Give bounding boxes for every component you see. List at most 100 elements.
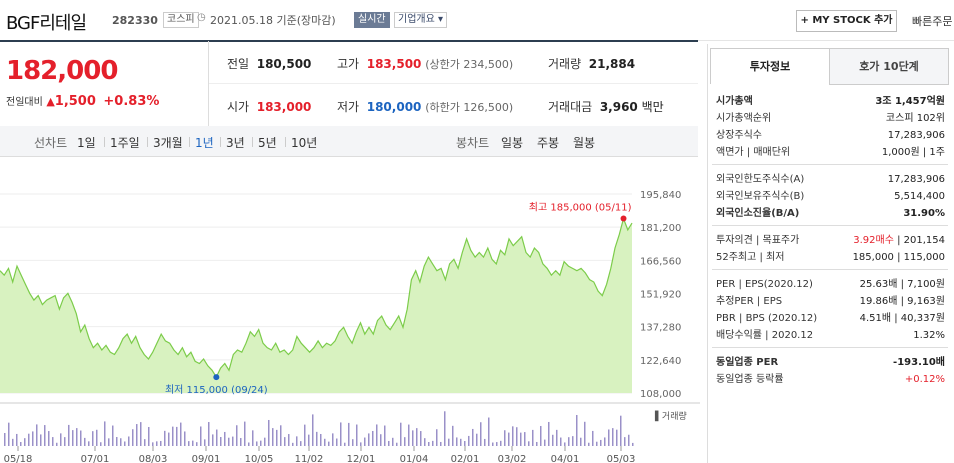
volume-bar <box>336 438 338 446</box>
volume-bar <box>464 440 466 446</box>
tab-orderbook[interactable]: 호가 10단계 <box>829 48 949 85</box>
volume-bar <box>628 434 630 446</box>
volume-bar <box>168 432 170 446</box>
volume-bar <box>268 419 270 446</box>
volume-bar <box>396 442 398 446</box>
volume-bar <box>388 440 390 446</box>
info-row: 투자의견 | 목표주가 3.92매수 | 201,154 <box>716 235 945 246</box>
volume-bar <box>64 437 66 446</box>
x-tick-label: 10/05 <box>245 454 274 463</box>
volume-bar <box>36 424 38 446</box>
candle-tab-0[interactable]: 일봉 <box>501 136 524 150</box>
volume-bar <box>604 437 606 446</box>
volume-bar <box>480 422 482 446</box>
volume-bar <box>312 414 314 446</box>
volume-bar <box>200 426 202 446</box>
volume-bar <box>116 437 118 446</box>
volume-bar <box>496 442 498 446</box>
volume-bar <box>12 438 14 446</box>
volume-bar <box>24 438 26 446</box>
volume-bar <box>260 440 262 446</box>
volume-bar <box>468 435 470 446</box>
volume-bar <box>552 434 554 446</box>
high-price: 고가 183,500 (상한가 234,500) <box>337 57 514 71</box>
candle-tab-2[interactable]: 월봉 <box>573 136 596 150</box>
volume-bar <box>584 421 586 446</box>
volume-bar <box>296 436 298 446</box>
candle-tab-1[interactable]: 주봉 <box>537 136 560 150</box>
change-line: 전일대비 ▲1,500 +0.83% <box>6 94 160 109</box>
volume-bar <box>624 437 626 446</box>
y-tick-label: 166,560 <box>640 256 681 267</box>
volume-bar <box>420 431 422 446</box>
info-row: 시가총액순위 코스피 102위 <box>716 113 945 124</box>
period-tab-3[interactable]: 1년 <box>195 136 214 150</box>
volume-bar <box>68 424 70 446</box>
period-tab-2[interactable]: 3개월 <box>153 136 183 150</box>
period-tab-6[interactable]: 10년 <box>291 136 318 150</box>
volume-bar <box>204 439 206 446</box>
volume-bar <box>92 431 94 446</box>
volume-bar <box>192 440 194 446</box>
realtime-tag[interactable]: 실시간 <box>354 12 390 28</box>
y-tick-label: 137,280 <box>640 323 681 334</box>
volume-bar <box>416 428 418 446</box>
volume-bar <box>108 438 110 446</box>
volume-bar <box>448 438 450 446</box>
period-tab-4[interactable]: 3년 <box>226 136 245 150</box>
volume-bar <box>364 437 366 446</box>
volume-bar <box>368 433 370 446</box>
volume-bar <box>620 415 622 446</box>
volume-bar <box>80 430 82 446</box>
volume-bar <box>356 424 358 446</box>
volume-bar <box>252 430 254 446</box>
volume-bar <box>472 428 474 446</box>
info-row: 상장주식수 17,283,906 <box>716 130 945 141</box>
period-tab-5[interactable]: 5년 <box>258 136 277 150</box>
high-annotation-dot <box>620 215 627 222</box>
x-tick-label: 03/02 <box>498 454 527 463</box>
volume-bar <box>304 424 306 446</box>
volume-bar <box>180 422 182 446</box>
volume-bar <box>328 441 330 446</box>
volume-bar <box>436 429 438 446</box>
volume-bar <box>212 434 214 446</box>
volume-bar <box>408 424 410 446</box>
volume-bar <box>392 437 394 446</box>
mystock-add-button[interactable]: + MY STOCK 추가 <box>796 10 897 32</box>
company-info-button[interactable]: 기업개요 ▾ <box>394 12 448 28</box>
y-tick-label: 195,840 <box>640 190 681 201</box>
volume-bar <box>588 442 590 446</box>
volume-bar <box>16 433 18 446</box>
volume-bar <box>400 422 402 446</box>
volume-bar <box>384 425 386 446</box>
stock-code: 282330 <box>112 14 158 27</box>
candle-chart-label: 봉차트 <box>456 136 490 150</box>
low-price: 저가 180,000 (하한가 126,500) <box>337 100 514 114</box>
y-tick-label: 151,920 <box>640 290 681 301</box>
volume-bar <box>72 430 74 446</box>
volume-bar <box>128 436 130 446</box>
volume-bar <box>292 442 294 446</box>
tab-invest-info[interactable]: 투자정보 <box>710 48 830 84</box>
volume-bar <box>344 442 346 446</box>
volume-bar <box>244 421 246 446</box>
volume-bar <box>444 411 446 446</box>
volume-bar <box>256 441 258 446</box>
volume-bar <box>372 430 374 446</box>
period-tab-0[interactable]: 1일 <box>77 136 96 150</box>
x-tick-label: 07/01 <box>81 454 110 463</box>
x-tick-label: 12/01 <box>347 454 376 463</box>
quick-order-link[interactable]: 빠른주문 <box>912 15 953 28</box>
volume-bar <box>156 441 158 446</box>
volume-bar <box>316 431 318 446</box>
volume-bar <box>208 422 210 446</box>
trade-amount: 거래대금 3,960 백만 <box>548 100 664 114</box>
volume-bar <box>152 442 154 446</box>
volume-bar <box>28 433 30 446</box>
volume-bar <box>300 441 302 446</box>
x-tick-label: 05/03 <box>607 454 636 463</box>
period-tab-1[interactable]: 1주일 <box>110 136 140 150</box>
volume-bar <box>164 430 166 446</box>
x-tick-label: 04/01 <box>551 454 580 463</box>
